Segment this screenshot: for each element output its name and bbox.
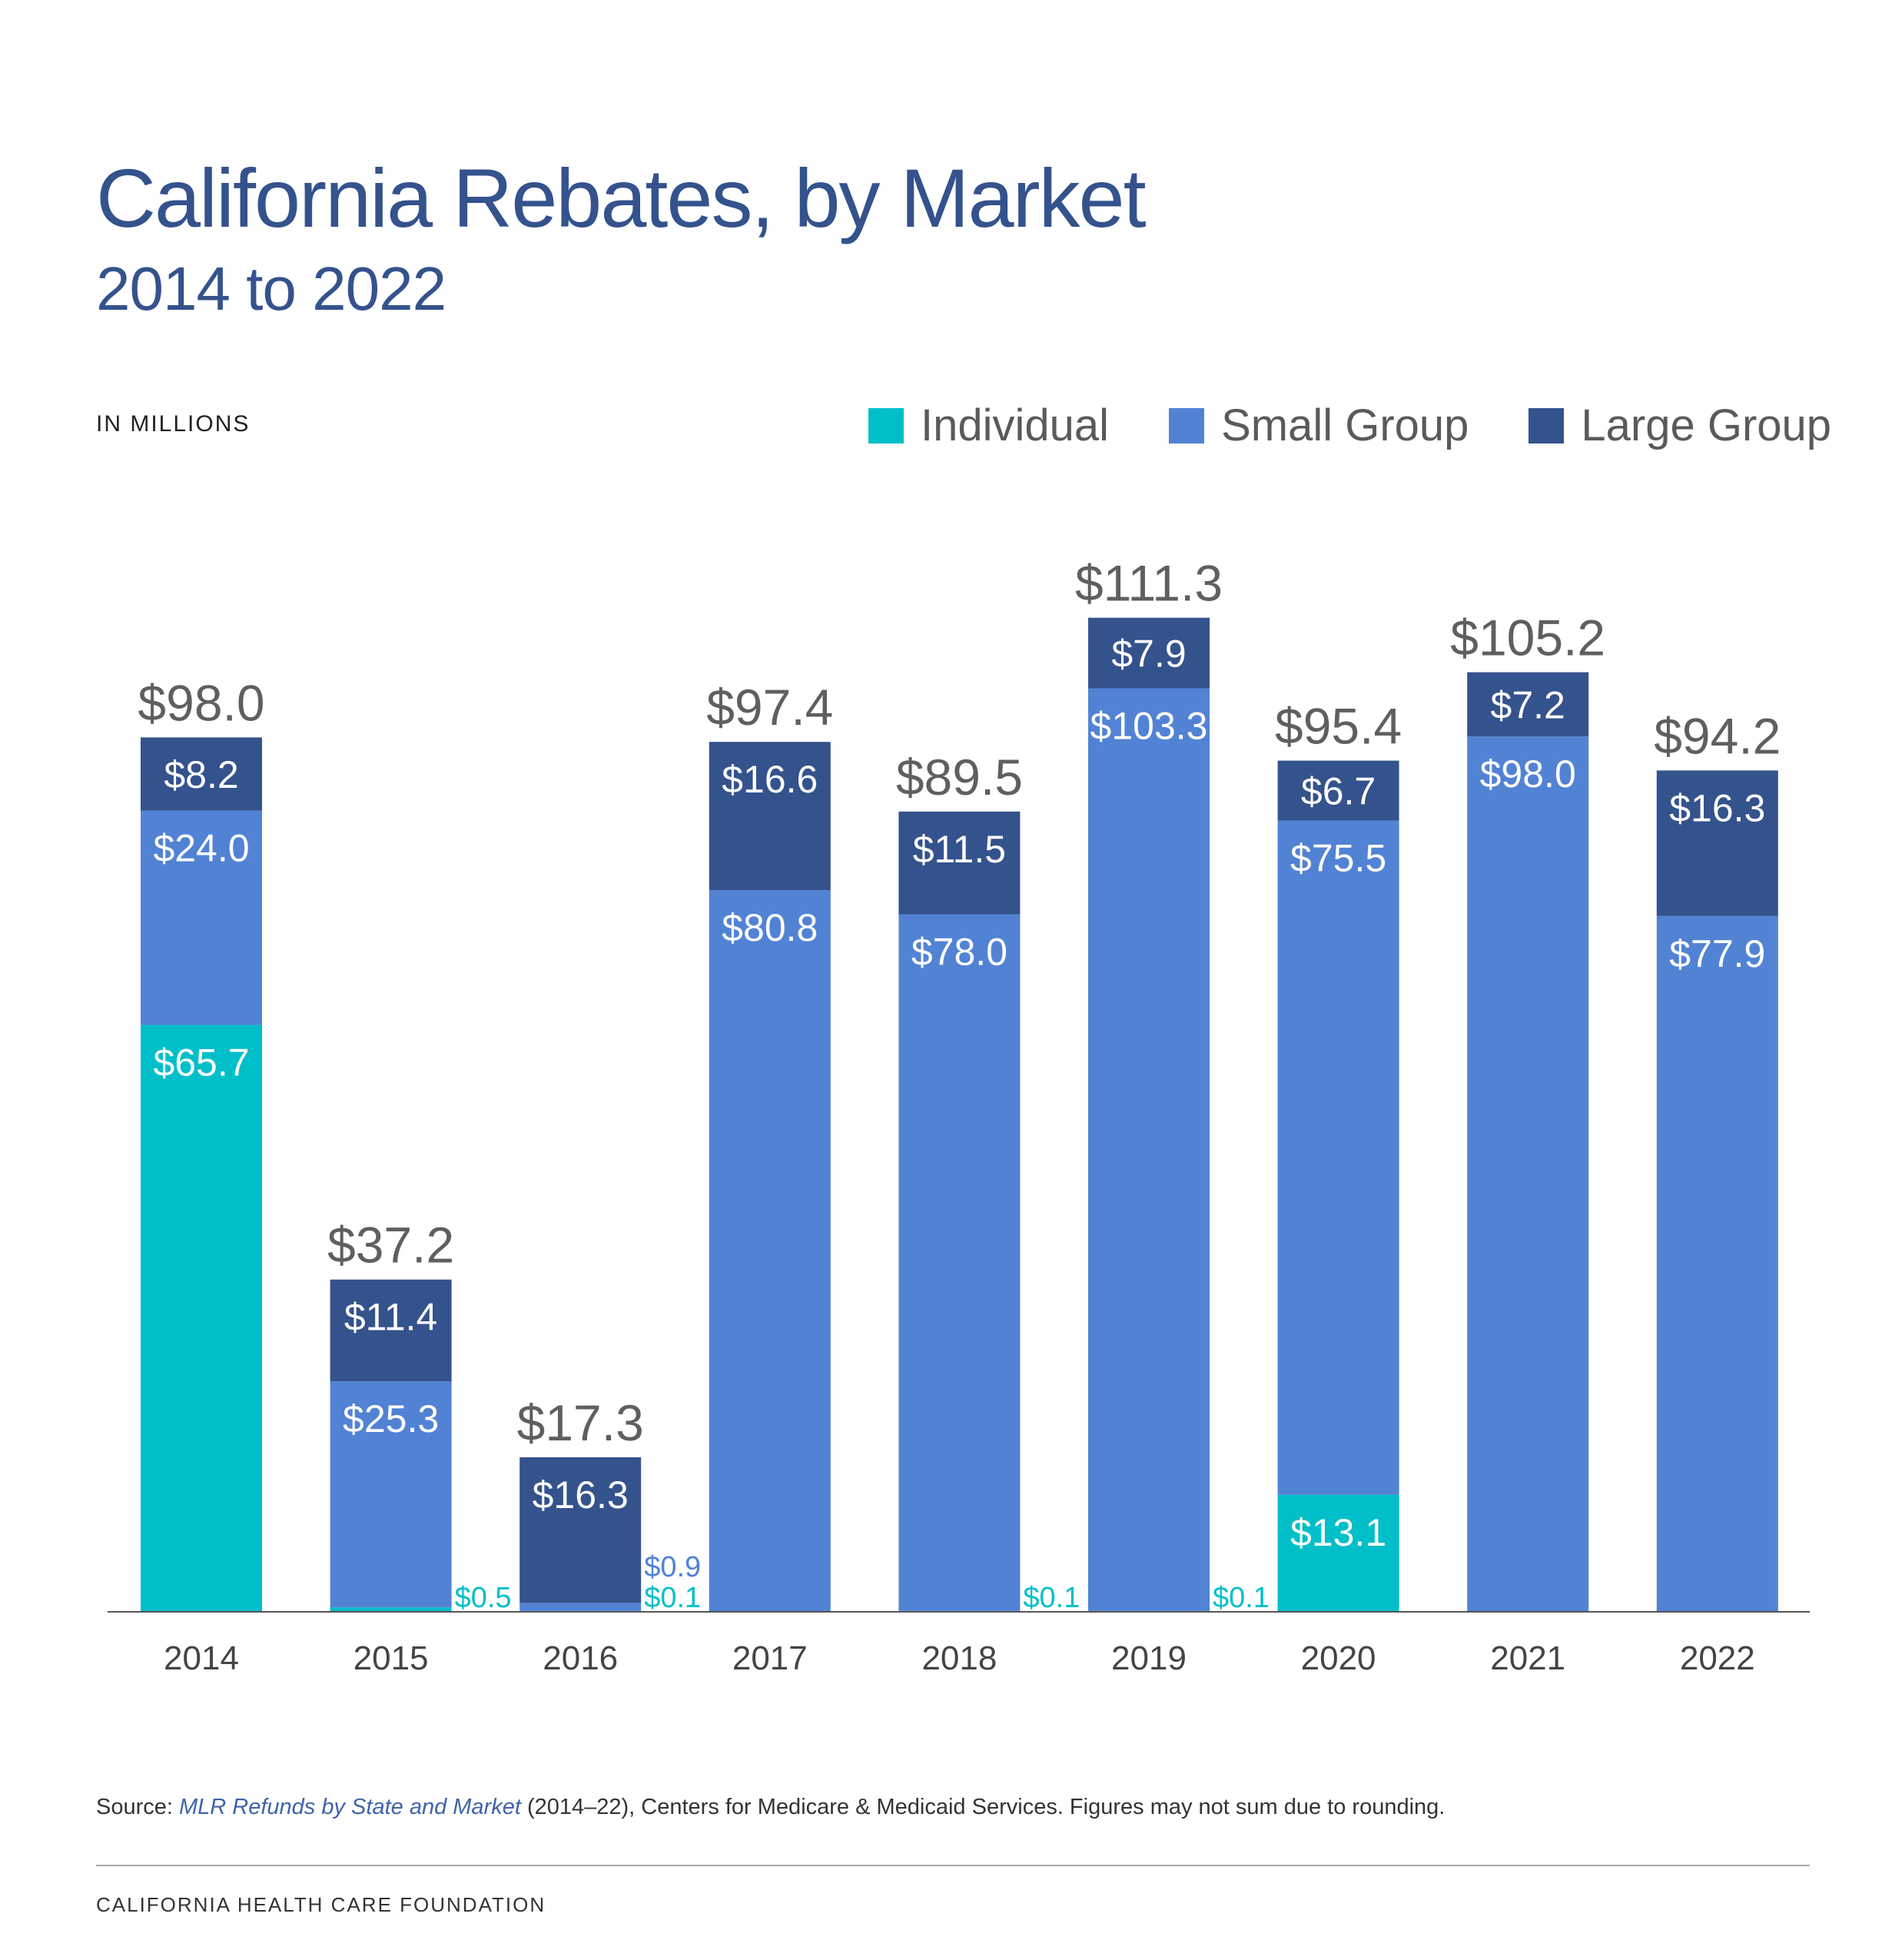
total-label-2021: $105.2: [1450, 610, 1605, 666]
legend-swatch-small-group: [1169, 407, 1205, 443]
source-citation: MLR Refunds by State and Market: [179, 1795, 521, 1819]
segment-label-large-group-2019: $7.9: [1111, 633, 1186, 676]
bar-small-group-2019: [1088, 688, 1210, 1611]
bar-large-group-2017: [709, 742, 831, 891]
bar-large-group-2016: [519, 1457, 642, 1603]
stacked-bar-chart: $65.7 $24.0 $8.2 $98.0 2014 $0.5 $25.3 $11.4 $37…: [108, 555, 1810, 1677]
segment-label-individual-2014: $65.7: [153, 1041, 249, 1085]
segment-label-small-group-2017: $80.8: [722, 906, 818, 949]
segment-label-small-group-2015: $25.3: [343, 1397, 439, 1440]
source-prefix: Source:: [96, 1795, 179, 1819]
x-tick-label-2019: 2019: [1111, 1639, 1187, 1677]
total-label-2015: $37.2: [327, 1217, 454, 1274]
segment-label-large-group-2021: $7.2: [1491, 683, 1565, 726]
total-label-2014: $98.0: [138, 674, 264, 731]
legend-label-large-group: Large Group: [1581, 400, 1832, 450]
bar-small-group-2018: [898, 914, 1021, 1611]
bar-large-group-2022: [1656, 770, 1778, 916]
legend-swatch-large-group: [1529, 407, 1565, 443]
segment-label-large-group-2016: $16.3: [533, 1473, 629, 1517]
segment-label-large-group-2015: $11.4: [344, 1296, 437, 1339]
bar-small-group-2022: [1656, 915, 1778, 1612]
bar-small-group-2017: [709, 890, 831, 1612]
x-tick-label-2014: 2014: [164, 1639, 239, 1677]
total-label-2018: $89.5: [896, 749, 1023, 806]
bar-large-group-2015: [330, 1279, 452, 1382]
total-label-2016: $17.3: [517, 1394, 644, 1451]
bar-large-group-2018: [898, 811, 1021, 915]
bar-individual-2014: [141, 1025, 262, 1612]
segment-label-large-group-2014: $8.2: [164, 753, 238, 796]
segment-label-small-group-2018: $78.0: [911, 930, 1007, 973]
segment-label-small-group-2019: $103.3: [1090, 704, 1208, 747]
footer-divider: [96, 1865, 1810, 1866]
segment-label-large-group-2018: $11.5: [913, 828, 1006, 871]
x-tick-label-2017: 2017: [732, 1639, 808, 1677]
bar-small-group-2021: [1467, 736, 1589, 1612]
total-label-2020: $95.4: [1275, 698, 1402, 755]
legend-item-large-group: Large Group: [1529, 400, 1831, 451]
legend-label-small-group: Small Group: [1221, 400, 1469, 450]
segment-label-individual-2018: $0.1: [1023, 1582, 1080, 1614]
segment-label-individual-2015: $0.5: [455, 1582, 512, 1614]
bar-individual-2020: [1277, 1494, 1399, 1612]
chart-title: California Rebates, by Market: [96, 151, 1147, 244]
source-note: Source: MLR Refunds by State and Market …: [96, 1795, 1445, 1820]
bar-small-group-2015: [330, 1381, 452, 1608]
chart-subtitle: 2014 to 2022: [96, 254, 446, 323]
total-label-2019: $111.3: [1075, 555, 1223, 612]
segment-label-large-group-2017: $16.6: [722, 758, 818, 801]
x-tick-label-2018: 2018: [921, 1639, 997, 1677]
bar-large-group-2021: [1467, 672, 1589, 737]
segment-label-large-group-2020: $6.7: [1301, 770, 1376, 813]
legend-label-individual: Individual: [921, 400, 1110, 450]
segment-label-small-group-2020: $75.5: [1290, 836, 1386, 879]
legend: Individual Small Group Large Group: [868, 400, 1831, 451]
bar-small-group-2016: [519, 1603, 642, 1611]
bar-large-group-2019: [1088, 617, 1210, 689]
x-tick-label-2020: 2020: [1301, 1639, 1376, 1677]
total-label-2022: $94.2: [1654, 707, 1781, 764]
bar-small-group-2014: [141, 810, 262, 1025]
segment-label-individual-2020: $13.1: [1290, 1511, 1386, 1554]
segment-label-individual-2016: $0.1: [644, 1582, 701, 1614]
segment-label-individual-2019: $0.1: [1213, 1582, 1270, 1614]
segment-label-large-group-2022: $16.3: [1669, 786, 1765, 829]
segment-label-small-group-2021: $98.0: [1480, 752, 1576, 796]
legend-item-individual: Individual: [868, 400, 1109, 451]
bar-large-group-2020: [1277, 760, 1399, 821]
total-label-2017: $97.4: [706, 679, 833, 736]
legend-swatch-individual: [868, 407, 904, 443]
segment-label-small-group-2016: $0.9: [644, 1551, 701, 1583]
x-tick-label-2016: 2016: [543, 1639, 618, 1677]
legend-item-small-group: Small Group: [1169, 400, 1469, 451]
bar-small-group-2020: [1277, 820, 1399, 1495]
bar-individual-2015: [330, 1607, 452, 1612]
bar-large-group-2014: [141, 737, 262, 811]
x-tick-label-2021: 2021: [1490, 1639, 1565, 1677]
source-suffix: (2014–22), Centers for Medicare & Medica…: [520, 1795, 1446, 1819]
footer-organization: CALIFORNIA HEALTH CARE FOUNDATION: [96, 1893, 546, 1916]
x-tick-label-2015: 2015: [353, 1639, 429, 1677]
units-label: IN MILLIONS: [96, 411, 251, 437]
x-tick-label-2022: 2022: [1680, 1639, 1755, 1677]
segment-label-small-group-2014: $24.0: [153, 827, 249, 870]
segment-label-small-group-2022: $77.9: [1669, 932, 1765, 975]
